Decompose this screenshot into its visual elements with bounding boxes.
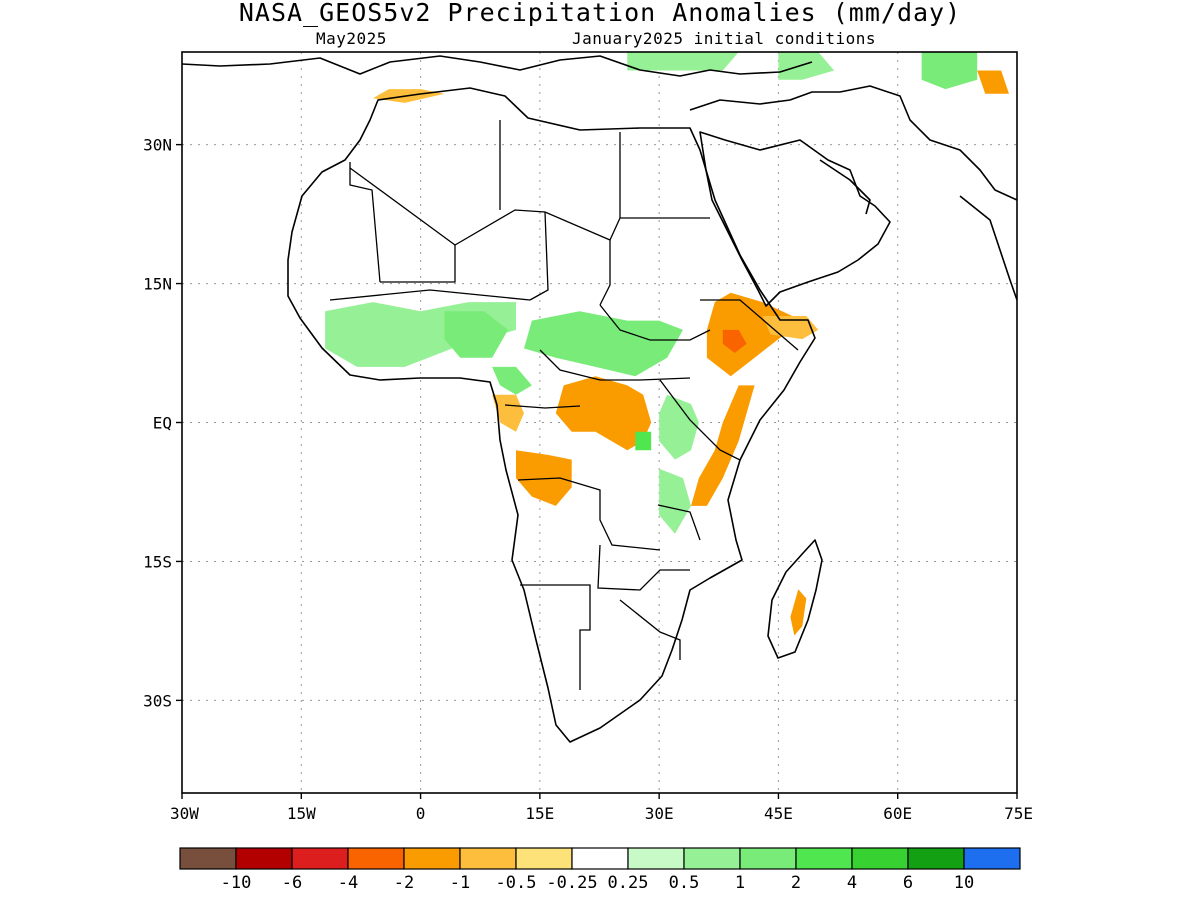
anomaly-east-africa-coast-dry [691,385,755,506]
lon-tick-label: 30E [645,804,674,823]
anomaly-somalia-dry [762,316,819,340]
africa-coastline [287,87,816,743]
colorbar-label: 0.25 [608,873,649,893]
anomaly-iran-dry [977,70,1009,94]
sea-gulf [819,159,871,215]
colorbar-label: 10 [954,873,974,893]
axis-ticks: 30W 15W 0 15E 30E 45E 60E 75E 30N 15N EQ 15S 30S [143,136,1033,823]
colorbar-swatch [235,847,293,870]
lat-tick-label: 15S [143,552,172,571]
anatolia-coastline [689,91,840,111]
colorbar: -10 -6 -4 -2 -1 -0.5 -0.25 0.25 0.5 1 2 4 6 10 [179,847,1021,893]
lon-tick-label: 15E [525,804,554,823]
lon-tick-label: 30W [170,804,199,823]
anomaly-congo-basin-dry [555,376,652,451]
colorbar-label: 0.5 [669,873,700,893]
anomaly-central-sahel-wet [524,311,683,377]
lat-tick-label: EQ [153,414,172,433]
lon-tick-label: 60E [883,804,912,823]
colorbar-swatch [515,847,573,870]
colorbar-label: -0.25 [546,873,597,893]
anomaly-ethiopia-dry-core [722,329,747,353]
anomaly-lake-victoria-wet [635,431,652,451]
colorbar-label: -0.5 [496,873,537,893]
forecast-month-label: May2025 [316,29,387,48]
anomaly-madagascar-dry [790,589,807,636]
map-title: NASA_GEOS5v2 Precipitation Anomalies (mm… [238,0,962,27]
anomaly-angola-north-dry [516,450,572,506]
anomaly-gabon-dry [492,394,524,432]
anomaly-fields [325,52,1009,636]
anomaly-turkmen-wet [921,52,978,90]
lat-tick-label: 15N [143,275,172,294]
anomaly-turkey-wet [627,52,739,71]
arabia-coastline [699,131,891,307]
coastlines [182,55,1017,743]
anomaly-caspian-wet [778,52,835,80]
colorbar-label: -4 [338,873,358,893]
colorbar-label: 4 [847,873,857,893]
anomaly-nigeria-wet [444,311,508,358]
country-borders [329,120,799,690]
lon-tick-label: 45E [764,804,793,823]
colorbar-swatch [403,847,461,870]
colorbar-swatch [291,847,349,870]
colorbar-label: -1 [450,873,470,893]
lon-tick-label: 0 [416,804,426,823]
colorbar-label: -6 [282,873,302,893]
colorbar-label: -2 [394,873,414,893]
colorbar-label: 1 [735,873,745,893]
colorbar-label: 6 [903,873,913,893]
iran-coastline [839,85,1017,201]
colorbar-swatch [571,847,629,870]
lon-tick-label: 15W [287,804,316,823]
colorbar-swatch [907,847,965,870]
lat-tick-label: 30N [143,136,172,155]
colorbar-swatch [739,847,797,870]
colorbar-swatch [963,847,1021,870]
colorbar-swatch [459,847,517,870]
lat-tick-label: 30S [143,691,172,710]
colorbar-swatch [347,847,405,870]
madagascar-coastline [767,539,823,659]
colorbar-swatch [627,847,685,870]
colorbar-label: 2 [791,873,801,893]
anomaly-uganda-kenya-wet [659,394,699,460]
europe-coastline [182,55,813,77]
colorbar-swatch [179,847,237,870]
lon-tick-label: 75E [1004,804,1033,823]
colorbar-swatch [851,847,909,870]
colorbar-label: -10 [221,873,252,893]
colorbar-swatch [683,847,741,870]
anomaly-cameroon-wet [492,366,532,395]
initial-conditions-label: January2025 initial conditions [572,29,876,48]
colorbar-swatch [795,847,853,870]
india-coastline [959,195,1017,301]
anomaly-horn-of-africa-dry [706,292,803,377]
anomaly-tanzania-wet [659,468,691,534]
